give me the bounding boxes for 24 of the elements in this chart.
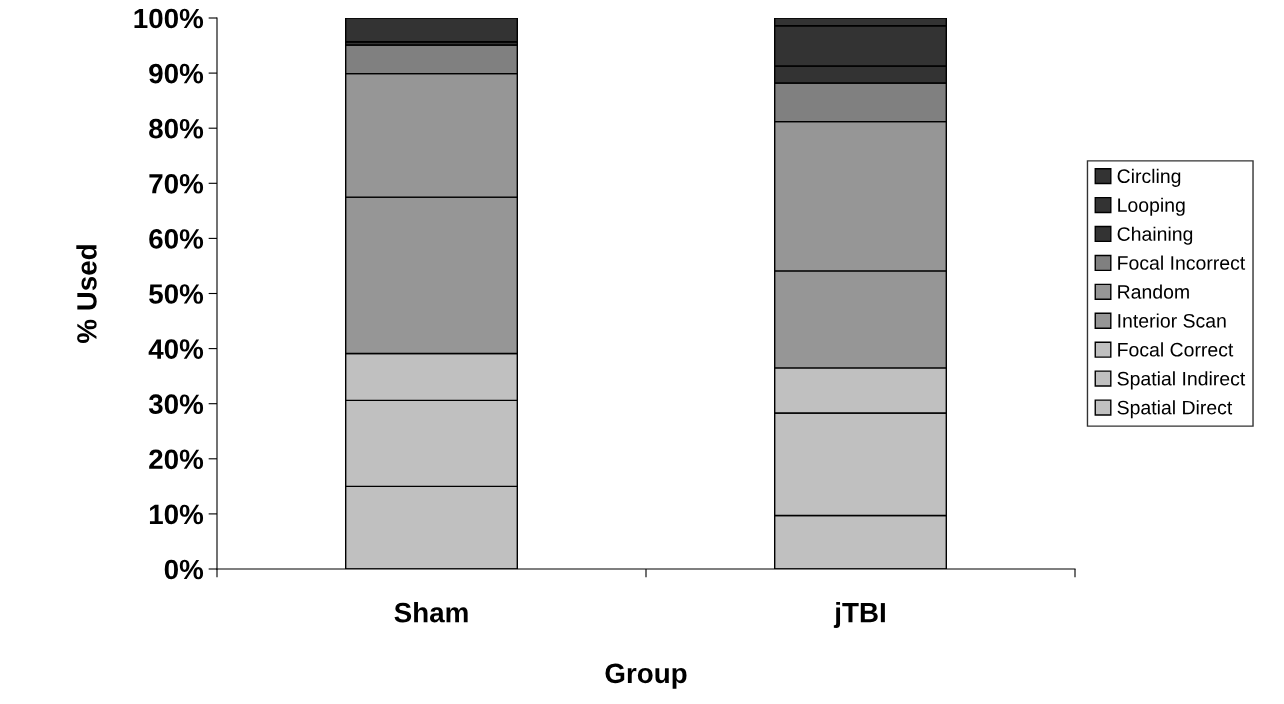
x-tick-label: Sham bbox=[394, 602, 468, 623]
legend-label: Spatial Direct bbox=[1117, 400, 1233, 419]
x-axis-title: Group bbox=[605, 663, 687, 689]
y-tick-label: 50% bbox=[149, 284, 204, 304]
y-tick-label: 20% bbox=[149, 449, 204, 470]
legend-label: Spatial Indirect bbox=[1117, 371, 1246, 390]
legend-label: Interior Scan bbox=[1118, 313, 1226, 328]
x-tick-label: jTBI bbox=[833, 602, 885, 628]
y-tick-label: 0% bbox=[164, 559, 204, 580]
legend-label: Random bbox=[1118, 284, 1189, 299]
y-tick-label: 10% bbox=[149, 504, 204, 525]
y-axis-title: % Used bbox=[76, 245, 97, 343]
y-tick-label: 70% bbox=[149, 173, 204, 194]
y-tick-label: 100% bbox=[134, 8, 204, 29]
y-tick-label: 80% bbox=[149, 118, 204, 139]
legend-label: Circling bbox=[1117, 168, 1181, 187]
y-tick-label: 60% bbox=[149, 229, 204, 249]
legend-label: Chaining bbox=[1117, 226, 1193, 245]
legend-label: Focal Incorrect bbox=[1118, 255, 1246, 270]
legend-label: Focal Correct bbox=[1118, 342, 1234, 357]
y-tick-label: 40% bbox=[148, 339, 204, 359]
legend-label: Looping bbox=[1118, 197, 1185, 216]
y-tick-label: 90% bbox=[149, 63, 204, 84]
y-tick-label: 30% bbox=[148, 394, 204, 415]
